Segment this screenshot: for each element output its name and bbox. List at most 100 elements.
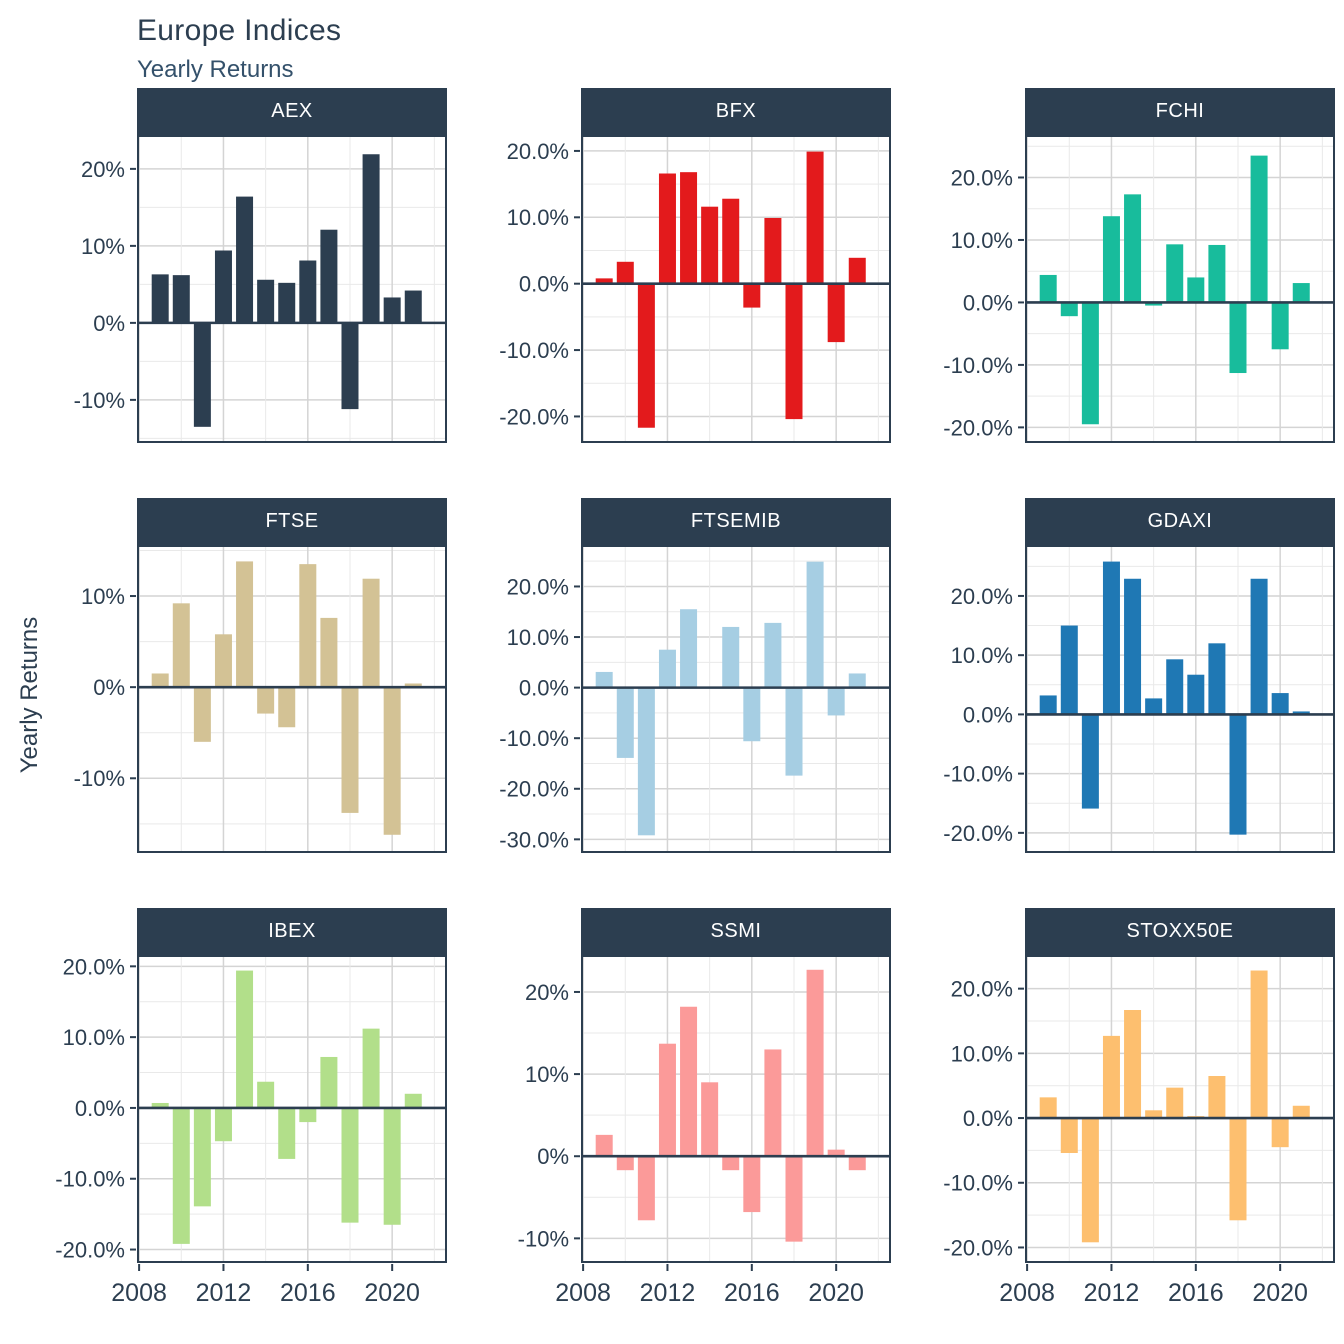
bar-2009 xyxy=(1039,1097,1057,1119)
bar-2019 xyxy=(1250,970,1268,1119)
bar-2017 xyxy=(320,229,338,323)
panel-border xyxy=(581,955,891,1263)
bar-2019 xyxy=(806,151,824,284)
bar-2009 xyxy=(595,278,613,284)
bar-2014 xyxy=(701,206,719,284)
bar-2016 xyxy=(1187,277,1205,303)
bar-2009 xyxy=(1039,695,1057,715)
facet-header-FCHI: FCHI xyxy=(1025,88,1335,135)
y-tick-label: -10% xyxy=(74,766,125,791)
bar-2019 xyxy=(1250,578,1268,715)
bar-2019 xyxy=(806,561,824,688)
facet-AEX: AEX 20% 10% 0% -10% xyxy=(45,88,447,498)
y-tick-label: 0% xyxy=(93,675,125,700)
x-tick-label: 2008 xyxy=(999,1279,1055,1307)
bar-2012 xyxy=(1102,1035,1120,1119)
bar-2013 xyxy=(680,172,698,284)
panel-border xyxy=(137,545,447,853)
bar-2021 xyxy=(404,683,422,688)
bar-2015 xyxy=(722,1156,740,1171)
x-tick-label: 2012 xyxy=(196,1279,252,1307)
bar-2020 xyxy=(827,1149,845,1157)
bar-2013 xyxy=(236,196,254,323)
bar-2018 xyxy=(341,687,359,813)
bar-2021 xyxy=(404,290,422,323)
facet-STOXX50E: STOXX50E 20.0% 10.0% 0.0% -10.0% -20.0% 2008 20… xyxy=(933,908,1335,1318)
bar-2014 xyxy=(257,1081,275,1108)
y-tick-label: 0.0% xyxy=(963,290,1013,315)
panel-border xyxy=(1025,135,1335,443)
facet-chart-AEX: 20% 10% 0% -10% xyxy=(74,135,447,443)
bar-2015 xyxy=(1166,244,1184,303)
bar-2015 xyxy=(278,282,296,323)
bar-2010 xyxy=(616,261,634,284)
bar-2021 xyxy=(848,1156,866,1171)
bar-2016 xyxy=(299,564,317,688)
y-tick-label: 0.0% xyxy=(519,676,569,701)
y-tick-label: 20% xyxy=(525,980,569,1005)
bar-2012 xyxy=(658,649,676,688)
page-subtitle: Yearly Returns xyxy=(137,56,294,83)
y-tick-label: 10.0% xyxy=(507,625,569,650)
bar-2019 xyxy=(806,969,824,1157)
bar-2017 xyxy=(1208,244,1226,303)
bar-2013 xyxy=(236,561,254,688)
facet-header-FTSEMIB: FTSEMIB xyxy=(581,498,891,545)
bar-2018 xyxy=(341,1107,359,1223)
y-tick-label: 20.0% xyxy=(507,574,569,599)
bar-2010 xyxy=(1060,302,1078,317)
panel-border xyxy=(1025,545,1335,853)
bar-2011 xyxy=(637,687,655,836)
bar-2013 xyxy=(1124,194,1142,303)
facet-SSMI: SSMI 20% 10% 0% -10% 2008 2012 2016 2020 xyxy=(489,908,891,1318)
facet-chart-BFX: 20.0% 10.0% 0.0% -10.0% -20.0% xyxy=(499,135,891,443)
bar-2018 xyxy=(785,1156,803,1242)
bar-2021 xyxy=(1292,1105,1310,1119)
bar-2020 xyxy=(827,283,845,343)
bar-2012 xyxy=(1102,216,1120,303)
bar-2011 xyxy=(637,283,655,428)
y-tick-label: 20.0% xyxy=(507,139,569,164)
bar-2021 xyxy=(848,257,866,284)
y-tick-label: 10.0% xyxy=(507,205,569,230)
y-tick-label: 0.0% xyxy=(963,702,1013,727)
bar-2017 xyxy=(320,1056,338,1108)
facet-header-GDAXI: GDAXI xyxy=(1025,498,1335,545)
bar-2014 xyxy=(257,687,275,714)
y-tick-label: 10% xyxy=(525,1062,569,1087)
panel-border xyxy=(1025,955,1335,1263)
facet-chart-FCHI: 20.0% 10.0% 0.0% -10.0% -20.0% xyxy=(943,135,1335,443)
bar-2017 xyxy=(1208,1076,1226,1119)
y-tick-label: -10.0% xyxy=(55,1167,125,1192)
bar-2010 xyxy=(172,603,190,688)
bar-2020 xyxy=(383,687,401,835)
x-tick-label: 2016 xyxy=(280,1279,336,1307)
panel-border xyxy=(581,545,891,853)
y-tick-label: -10.0% xyxy=(943,762,1013,787)
y-axis-label: Yearly Returns xyxy=(16,616,43,774)
bar-2010 xyxy=(616,687,634,758)
bar-2014 xyxy=(1145,302,1163,306)
bar-2016 xyxy=(743,687,761,742)
facet-chart-IBEX: 20.0% 10.0% 0.0% -10.0% -20.0% 2008 2012 2016 20… xyxy=(55,955,447,1307)
bar-2020 xyxy=(827,687,845,716)
bar-2011 xyxy=(1081,1118,1099,1243)
y-tick-label: -10.0% xyxy=(499,726,569,751)
bar-2009 xyxy=(151,1102,169,1108)
bar-2018 xyxy=(1229,302,1247,374)
bar-2015 xyxy=(1166,659,1184,715)
facet-header-FTSE: FTSE xyxy=(137,498,447,545)
facet-BFX: BFX 20.0% 10.0% 0.0% -10.0% -20.0% xyxy=(489,88,891,498)
bar-2015 xyxy=(722,626,740,688)
facet-header-STOXX50E: STOXX50E xyxy=(1025,908,1335,955)
y-tick-label: 10% xyxy=(81,234,125,259)
bar-2013 xyxy=(680,1006,698,1157)
y-tick-label: 0.0% xyxy=(519,272,569,297)
bar-2009 xyxy=(151,673,169,688)
bar-2012 xyxy=(214,634,232,688)
bar-2015 xyxy=(278,1107,296,1159)
panel-border xyxy=(581,135,891,443)
bar-2018 xyxy=(1229,1118,1247,1221)
y-tick-label: 10.0% xyxy=(63,1025,125,1050)
